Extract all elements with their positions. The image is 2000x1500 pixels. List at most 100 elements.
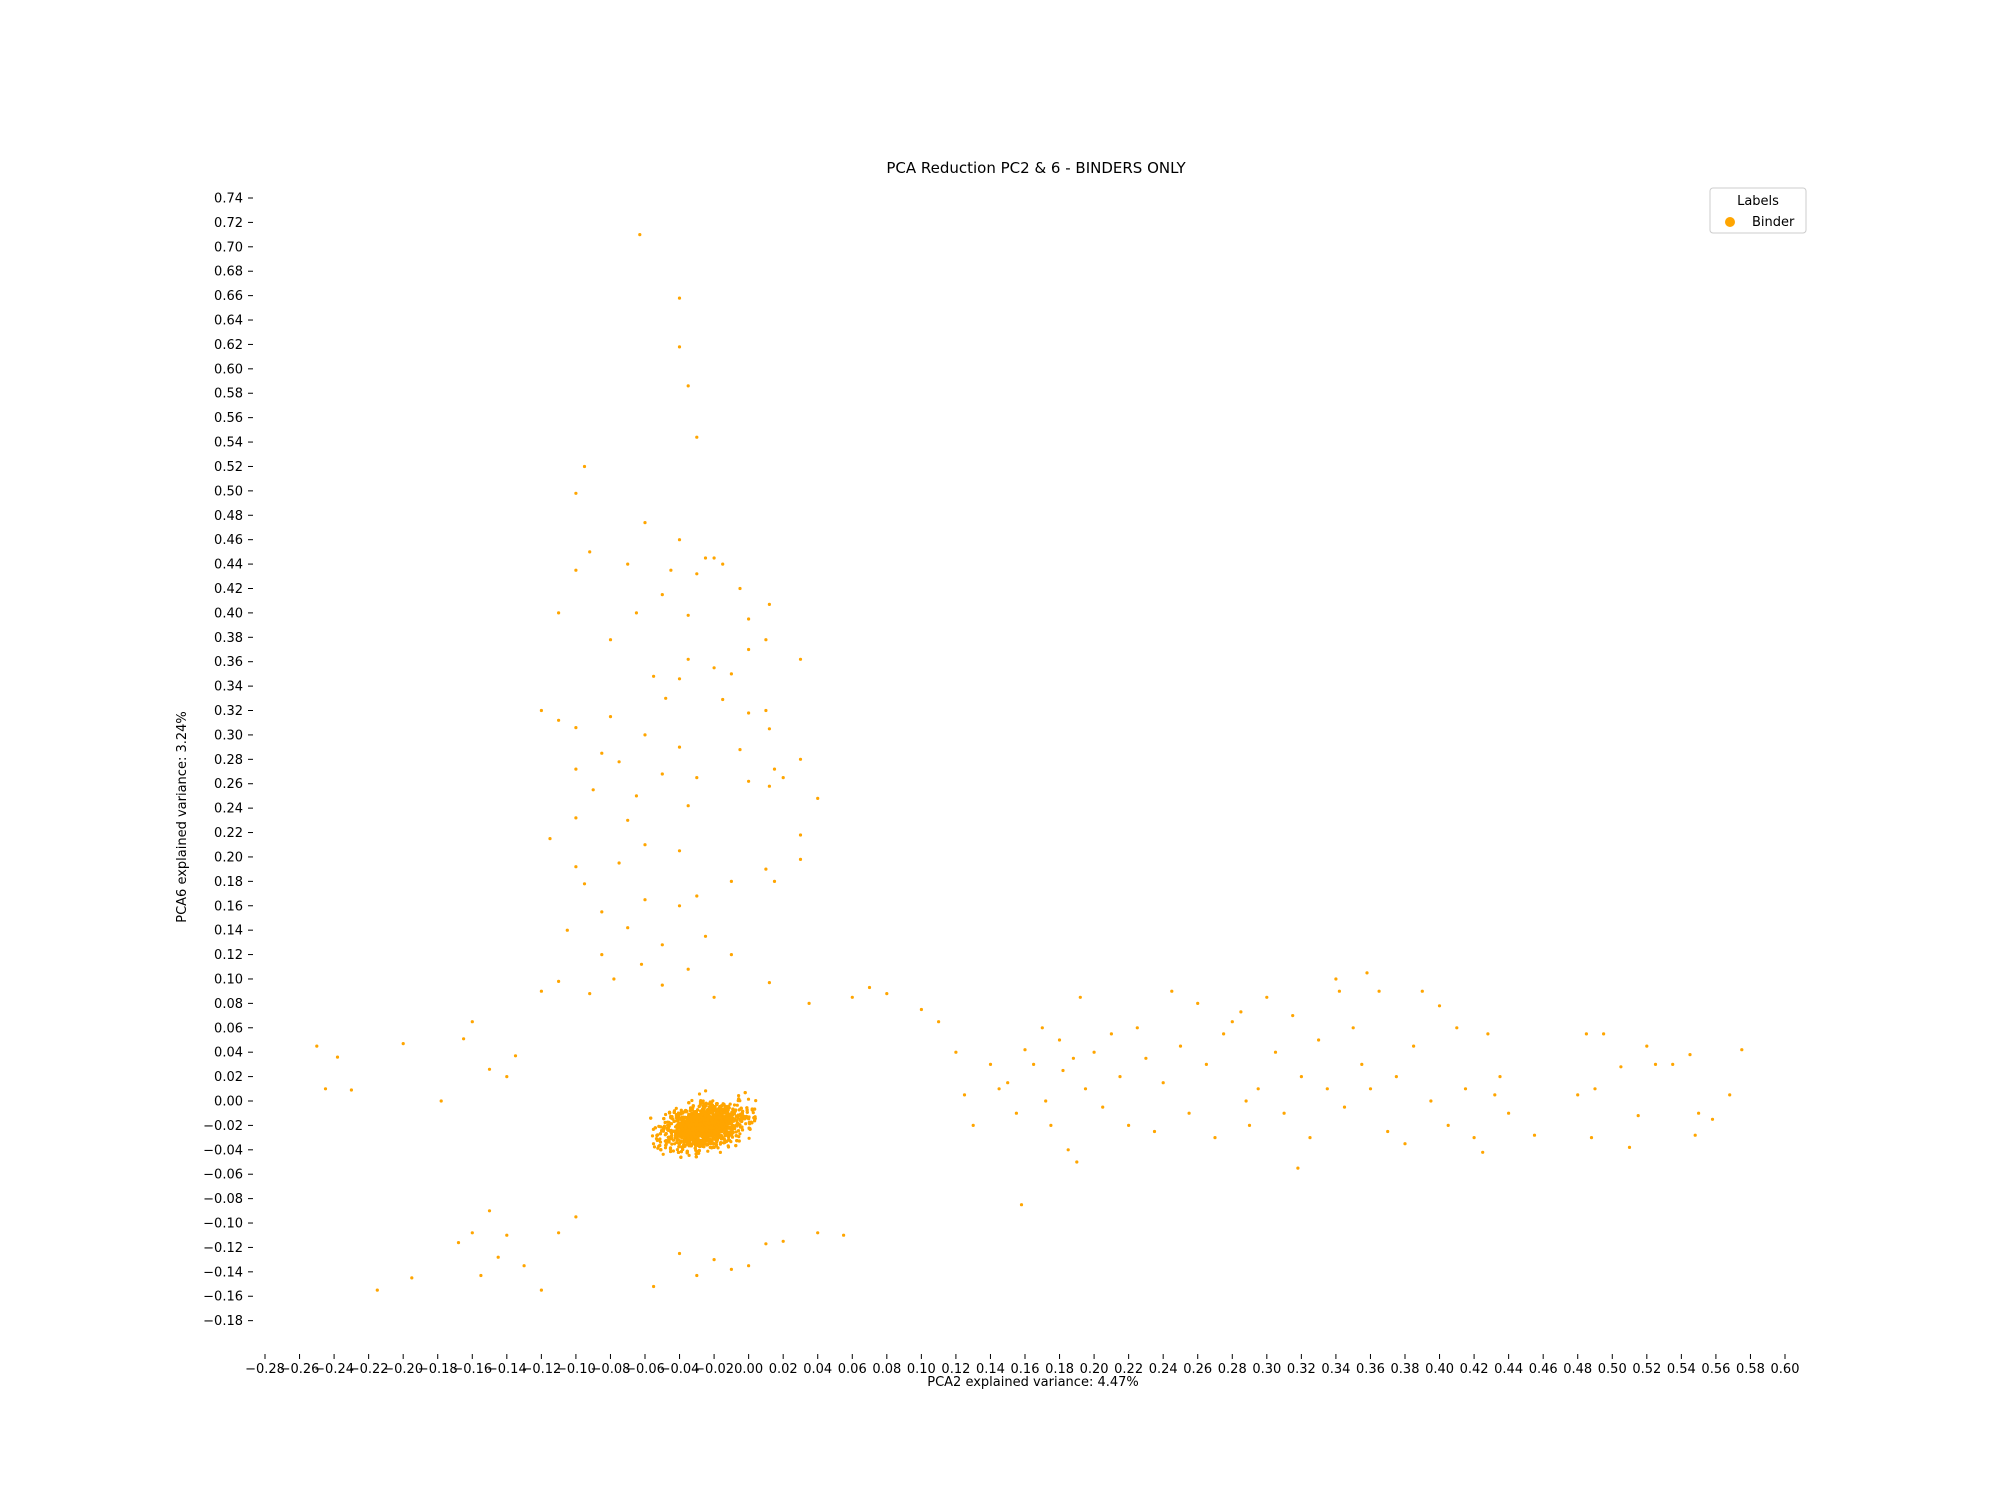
data-point (816, 1231, 820, 1235)
cluster-point (701, 1144, 705, 1148)
data-point (695, 894, 699, 898)
cluster-point (675, 1148, 680, 1152)
x-axis-label: PCA2 explained variance: 4.47% (927, 1375, 1139, 1390)
data-point (582, 464, 587, 469)
x-tick-label: 0.32 (1287, 1362, 1316, 1377)
cluster-point (721, 1125, 725, 1129)
data-point (1019, 1203, 1024, 1207)
data-point (660, 593, 664, 597)
cluster-point (731, 1130, 735, 1134)
cluster-point (704, 1101, 708, 1105)
x-tick-label: −0.04 (660, 1362, 700, 1377)
data-point (1296, 1166, 1300, 1170)
x-tick-label: −0.02 (694, 1362, 734, 1377)
data-point (643, 843, 647, 847)
data-point (617, 760, 621, 764)
y-tick-label: 0.62 (214, 338, 243, 353)
x-tick-label: 0.30 (1252, 1362, 1281, 1377)
y-tick-label: 0.74 (214, 192, 243, 207)
x-tick-label: −0.12 (521, 1362, 561, 1377)
cluster-point (743, 1117, 747, 1121)
data-point (565, 928, 569, 932)
data-point (1109, 1032, 1113, 1036)
cluster-point (708, 1133, 712, 1137)
data-point (842, 1233, 846, 1237)
data-point (375, 1288, 379, 1292)
x-axis-ticks: −0.28−0.26−0.24−0.22−0.20−0.18−0.16−0.14… (245, 1354, 1799, 1377)
data-point (574, 491, 578, 495)
cluster-point (666, 1124, 671, 1128)
cluster-point (695, 1139, 700, 1143)
data-point (798, 757, 803, 761)
cluster-point (723, 1131, 727, 1135)
data-point (1693, 1133, 1697, 1137)
cluster-point (664, 1139, 669, 1143)
y-tick-label: 0.30 (214, 728, 243, 743)
y-tick-label: 0.40 (214, 606, 243, 621)
cluster-point (712, 1106, 716, 1110)
data-point (1325, 1087, 1329, 1091)
cluster-point (732, 1125, 737, 1129)
cluster-point (740, 1128, 745, 1132)
data-point (686, 613, 690, 617)
cluster-point (679, 1108, 683, 1112)
data-point (574, 767, 578, 771)
cluster-point (731, 1110, 735, 1115)
cluster-point (734, 1134, 738, 1138)
y-tick-label: 0.48 (214, 509, 243, 524)
cluster-point (676, 1111, 681, 1115)
cluster-point (706, 1149, 710, 1153)
y-tick-label: 0.24 (214, 802, 243, 817)
cluster-point (694, 1135, 698, 1139)
cluster-point (707, 1116, 711, 1120)
x-tick-label: 0.50 (1598, 1362, 1627, 1377)
cluster-point (683, 1138, 688, 1142)
cluster-point (702, 1121, 706, 1125)
cluster-point (722, 1111, 726, 1115)
x-tick-label: 0.22 (1114, 1362, 1143, 1377)
y-tick-label: 0.10 (214, 972, 243, 987)
x-tick-label: 0.08 (872, 1362, 901, 1377)
data-point (971, 1123, 975, 1127)
data-point (1403, 1142, 1407, 1146)
data-point (677, 296, 682, 300)
cluster-point (735, 1139, 739, 1143)
data-point (1507, 1111, 1511, 1115)
data-point (626, 562, 630, 566)
y-tick-label: 0.58 (214, 387, 243, 402)
cluster-point (674, 1106, 678, 1110)
data-point (816, 796, 820, 801)
cluster-point (653, 1126, 657, 1130)
x-tick-label: 0.28 (1218, 1362, 1247, 1377)
data-point (1493, 1093, 1497, 1097)
cluster-point (727, 1116, 731, 1120)
cluster-point (728, 1138, 732, 1143)
data-point (513, 1054, 518, 1058)
cluster-point (659, 1148, 663, 1152)
x-tick-label: 0.52 (1632, 1362, 1661, 1377)
data-point (1420, 989, 1424, 993)
cluster-point (666, 1128, 670, 1132)
cluster-point (662, 1117, 666, 1121)
data-point (1472, 1136, 1476, 1140)
data-point (867, 985, 872, 990)
data-point (712, 666, 716, 670)
data-point (1593, 1087, 1597, 1091)
cluster-point (697, 1104, 701, 1109)
cluster-point (747, 1120, 752, 1125)
data-point (1066, 1148, 1070, 1152)
data-point (677, 677, 682, 681)
data-point (1619, 1065, 1623, 1069)
cluster-point (694, 1129, 698, 1133)
data-point (639, 962, 644, 966)
cluster-point (670, 1142, 674, 1146)
cluster-point (725, 1111, 729, 1115)
cluster-point (731, 1107, 735, 1111)
data-point (626, 926, 630, 930)
data-point (1256, 1087, 1260, 1091)
cluster-point (667, 1120, 671, 1124)
data-point (1437, 1004, 1442, 1008)
data-point (988, 1062, 993, 1066)
data-point (738, 586, 742, 591)
cluster-point (709, 1102, 713, 1106)
